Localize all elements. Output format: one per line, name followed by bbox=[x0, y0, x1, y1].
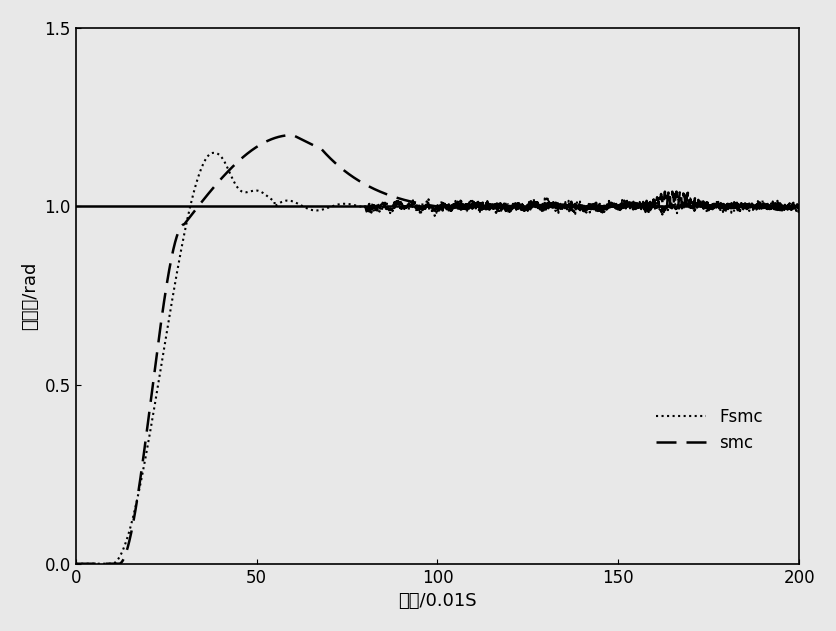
Fsmc bbox=[70, 560, 80, 567]
Y-axis label: 阶跃值/rad: 阶跃值/rad bbox=[21, 262, 38, 330]
Fsmc bbox=[380, 201, 390, 209]
smc bbox=[772, 206, 782, 213]
smc bbox=[415, 199, 425, 207]
Line: Fsmc: Fsmc bbox=[75, 153, 799, 563]
Fsmc bbox=[772, 201, 782, 209]
Fsmc bbox=[597, 201, 607, 209]
smc bbox=[794, 203, 804, 211]
smc bbox=[380, 190, 390, 198]
Fsmc bbox=[415, 206, 425, 213]
Fsmc bbox=[794, 204, 804, 211]
Line: smc: smc bbox=[75, 135, 799, 563]
smc bbox=[597, 204, 607, 211]
smc bbox=[70, 560, 80, 567]
X-axis label: 时间/0.01S: 时间/0.01S bbox=[398, 592, 477, 610]
Legend: Fsmc, smc: Fsmc, smc bbox=[649, 401, 769, 459]
smc bbox=[737, 203, 747, 210]
Fsmc bbox=[737, 203, 747, 211]
Fsmc bbox=[208, 149, 218, 156]
smc bbox=[288, 131, 298, 139]
Fsmc bbox=[375, 202, 385, 209]
smc bbox=[375, 188, 385, 196]
